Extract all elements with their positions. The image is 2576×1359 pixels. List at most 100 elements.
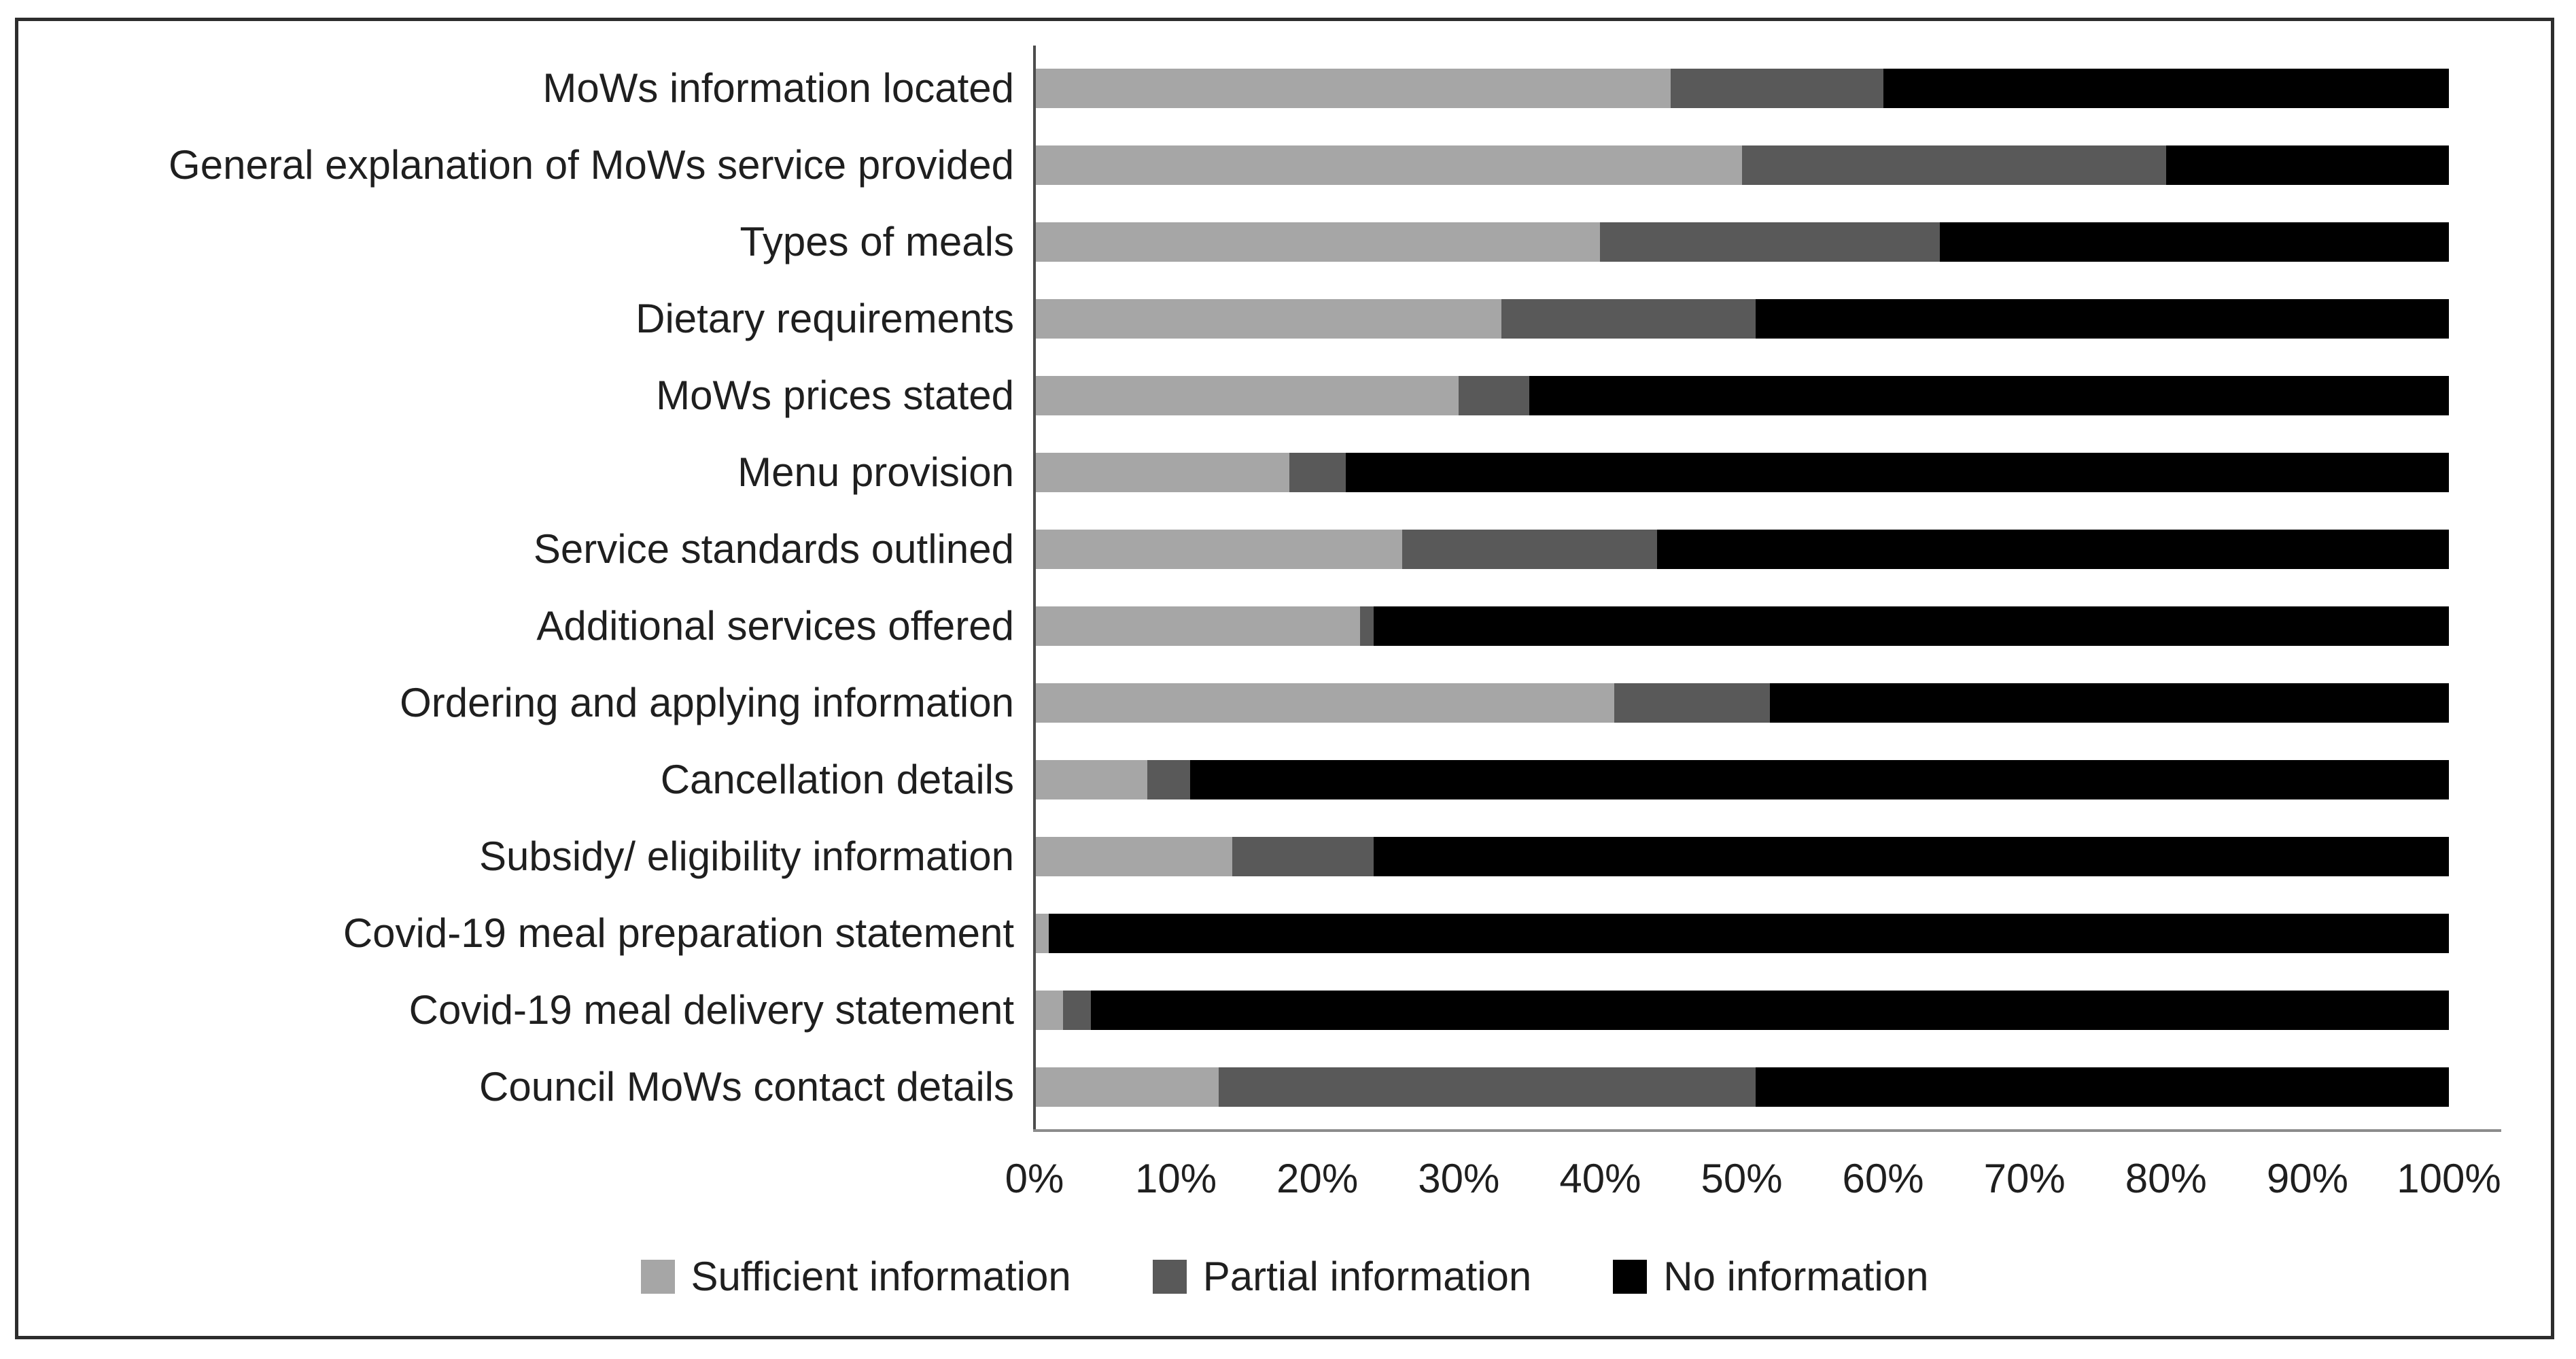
category-axis-line	[1033, 1129, 2501, 1132]
bar-segment-no-information	[1770, 683, 2449, 723]
category-label: Ordering and applying information	[400, 680, 1014, 725]
chart-row: Service standards outlined	[18, 511, 2465, 587]
category-label: Covid-19 meal delivery statement	[408, 987, 1014, 1033]
stacked-bar	[1034, 913, 2449, 953]
bar-segment-sufficient-information	[1034, 452, 1289, 492]
bar-segment-no-information	[1374, 606, 2449, 646]
stacked-bar	[1034, 836, 2449, 876]
bar-segment-no-information	[1374, 836, 2449, 876]
bar-segment-no-information	[1189, 759, 2449, 799]
bar-segment-partial-information	[1614, 683, 1771, 723]
bar-segment-partial-information	[1232, 836, 1374, 876]
bar-segment-no-information	[1048, 913, 2449, 953]
value-axis-line	[1033, 46, 1036, 1131]
stacked-bar	[1034, 452, 2449, 492]
bar-segment-partial-information	[1671, 68, 1883, 108]
stacked-bar	[1034, 298, 2449, 339]
x-axis-tick-label: 80%	[2125, 1156, 2207, 1201]
chart-legend: Sufficient information Partial informatio…	[18, 1253, 2551, 1300]
bar-segment-sufficient-information	[1034, 913, 1049, 953]
stacked-bar	[1034, 529, 2449, 569]
bar-segment-no-information	[1529, 375, 2449, 415]
chart-row: Subsidy/ eligibility information	[18, 818, 2465, 895]
bar-segment-sufficient-information	[1034, 1067, 1219, 1107]
stacked-bar	[1034, 990, 2449, 1030]
bar-segment-sufficient-information	[1034, 606, 1360, 646]
bar-segment-sufficient-information	[1034, 990, 1063, 1030]
bar-segment-no-information	[1756, 1067, 2449, 1107]
bar-segment-sufficient-information	[1034, 836, 1233, 876]
bar-segment-sufficient-information	[1034, 683, 1615, 723]
legend-item-no-information: No information	[1613, 1253, 1928, 1300]
legend-item-sufficient-information: Sufficient information	[640, 1253, 1071, 1300]
bar-segment-no-information	[1939, 222, 2449, 262]
legend-label: No information	[1663, 1254, 1929, 1299]
bar-segment-sufficient-information	[1034, 759, 1148, 799]
bar-segment-partial-information	[1402, 529, 1657, 569]
x-axis-tick-labels: 0% 10% 20% 30% 40% 50% 60% 70% 80% 90% 100%	[1005, 1155, 2501, 1209]
legend-swatch-partial-information	[1152, 1259, 1187, 1294]
category-label: Additional services offered	[536, 603, 1014, 649]
x-axis-tick-label: 90%	[2266, 1156, 2348, 1201]
bar-segment-partial-information	[1289, 452, 1346, 492]
bar-segment-no-information	[1756, 298, 2449, 339]
chart-row: General explanation of MoWs service prov…	[18, 126, 2465, 203]
stacked-bar	[1034, 683, 2449, 723]
bar-segment-partial-information	[1600, 222, 1940, 262]
category-label: Service standards outlined	[533, 526, 1014, 572]
category-label: MoWs prices stated	[656, 373, 1014, 418]
category-label: Dietary requirements	[636, 296, 1014, 341]
chart-row: MoWs information located	[18, 50, 2465, 126]
x-axis-tick-label: 30%	[1418, 1156, 1500, 1201]
bar-segment-partial-information	[1741, 145, 2166, 185]
x-axis-tick-label: 20%	[1276, 1156, 1359, 1201]
bar-segment-sufficient-information	[1034, 529, 1403, 569]
category-label: MoWs information located	[542, 65, 1014, 111]
chart-row: Covid-19 meal preparation statement	[18, 895, 2465, 971]
stacked-bar	[1034, 606, 2449, 646]
category-label: Subsidy/ eligibility information	[478, 833, 1014, 879]
chart-row: Menu provision	[18, 434, 2465, 511]
category-label: Menu provision	[737, 449, 1014, 495]
stacked-bar	[1034, 1067, 2449, 1107]
legend-swatch-sufficient-information	[640, 1259, 675, 1294]
plot-area: MoWs information located General explanat…	[18, 50, 2465, 1125]
stacked-bar	[1034, 145, 2449, 185]
x-axis-tick-label: 40%	[1559, 1156, 1641, 1201]
bar-segment-sufficient-information	[1034, 68, 1671, 108]
x-axis-tick-label: 50%	[1701, 1156, 1783, 1201]
x-axis-tick-label: 100%	[2397, 1156, 2501, 1201]
bar-segment-partial-information	[1501, 298, 1756, 339]
bar-segment-no-information	[1345, 452, 2449, 492]
bar-segment-sufficient-information	[1034, 222, 1601, 262]
chart-row: Council MoWs contact details	[18, 1048, 2465, 1125]
bar-segment-no-information	[1091, 990, 2449, 1030]
x-axis-tick-label: 60%	[1842, 1156, 1924, 1201]
chart-row: MoWs prices stated	[18, 357, 2465, 434]
chart-row: Cancellation details	[18, 741, 2465, 818]
bar-segment-partial-information	[1459, 375, 1530, 415]
stacked-bar	[1034, 759, 2449, 799]
bar-segment-sufficient-information	[1034, 375, 1459, 415]
x-axis-tick-label: 10%	[1135, 1156, 1217, 1201]
stacked-bar	[1034, 222, 2449, 262]
stacked-bar	[1034, 68, 2449, 108]
stacked-bar	[1034, 375, 2449, 415]
bar-segment-partial-information	[1062, 990, 1092, 1030]
chart-figure: MoWs information located General explanat…	[15, 18, 2554, 1339]
chart-row: Additional services offered	[18, 587, 2465, 664]
chart-row: Dietary requirements	[18, 280, 2465, 357]
legend-swatch-no-information	[1613, 1259, 1648, 1294]
x-axis-tick-label: 0%	[1005, 1156, 1064, 1201]
category-label: Council MoWs contact details	[479, 1064, 1014, 1109]
category-label: Types of meals	[739, 219, 1014, 264]
chart-row: Types of meals	[18, 203, 2465, 280]
bar-segment-partial-information	[1359, 606, 1374, 646]
legend-label: Sufficient information	[691, 1254, 1071, 1299]
chart-row: Ordering and applying information	[18, 664, 2465, 741]
category-label: General explanation of MoWs service prov…	[169, 142, 1014, 188]
x-axis-tick-label: 70%	[1983, 1156, 2066, 1201]
category-label: Cancellation details	[660, 757, 1014, 802]
bar-segment-sufficient-information	[1034, 298, 1501, 339]
